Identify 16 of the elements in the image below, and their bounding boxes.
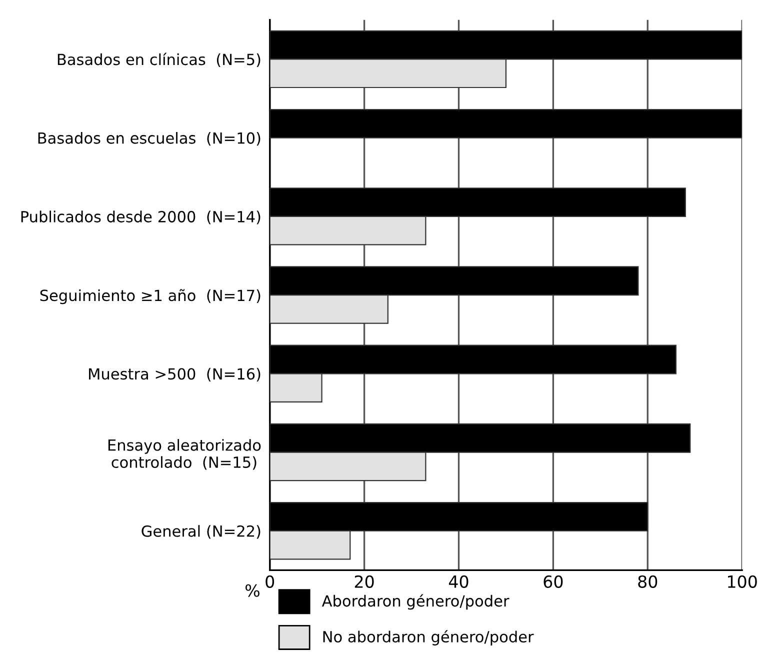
legend-label: No abordaron género/poder [323, 630, 534, 646]
y-tick-label: Basados en escuelas (N=10) [38, 132, 260, 146]
x-tick-label: 40 [448, 575, 468, 588]
x-axis-title: % [245, 584, 260, 597]
x-tick-label: 20 [354, 575, 374, 588]
x-tick-label: 80 [638, 575, 658, 588]
y-tick-label: Ensayo aleatorizado controlado (N=15) [108, 439, 261, 470]
x-tick-label: 100 [728, 575, 757, 588]
y-tick-label: Seguimiento ≥1 año (N=17) [40, 289, 260, 304]
y-tick-label: General (N=22) [142, 525, 260, 539]
x-tick-label: 60 [544, 575, 563, 588]
y-tick-label: Basados en clínicas (N=5) [58, 52, 260, 68]
legend-label: Abordaron género/poder [322, 594, 510, 610]
x-tick-label: 0 [266, 575, 274, 588]
y-tick-label: Publicados desde 2000 (N=14) [21, 210, 260, 224]
y-tick-label: Muestra >500 (N=16) [89, 368, 260, 382]
